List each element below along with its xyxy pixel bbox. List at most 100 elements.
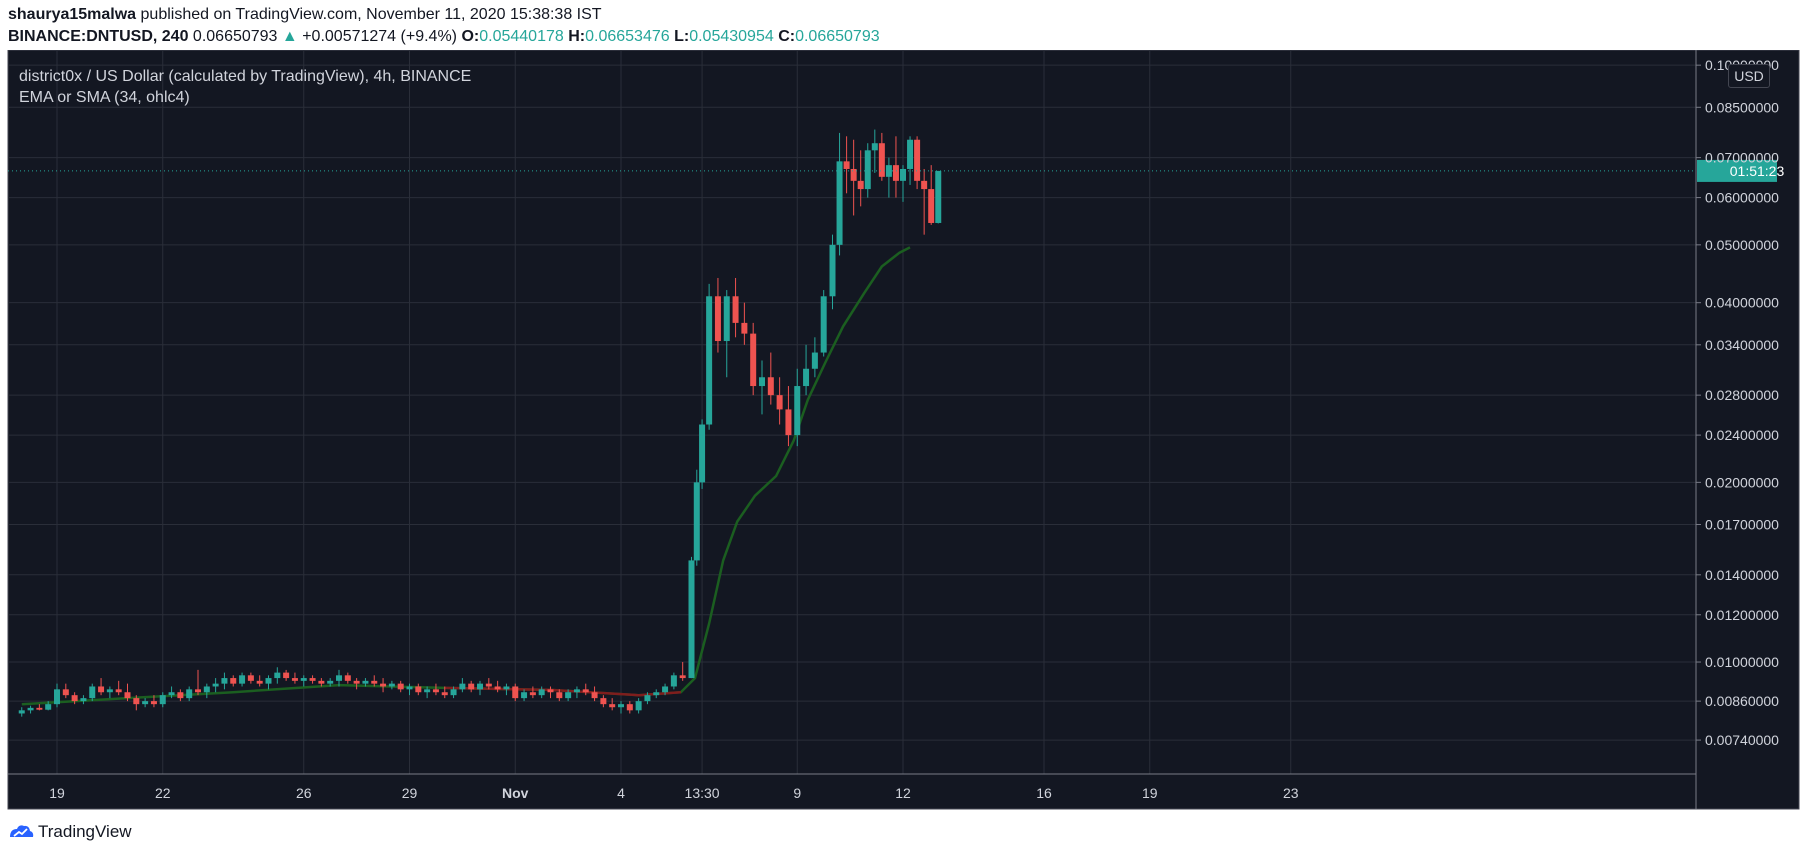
candle-body	[811, 352, 818, 369]
candle-down	[556, 689, 563, 702]
low-label: L:	[674, 28, 690, 45]
x-tick-label: 19	[1142, 785, 1158, 801]
candle-up	[820, 290, 827, 357]
candle-up	[186, 686, 193, 702]
candle-body	[362, 680, 369, 684]
candle-body	[468, 683, 475, 690]
candle-body	[432, 689, 439, 693]
candle-body	[177, 692, 184, 699]
candle-body	[89, 686, 96, 699]
candle-body	[741, 322, 748, 334]
candle-up	[54, 683, 60, 708]
candle-down	[283, 669, 290, 681]
candle-up	[45, 701, 52, 711]
candle-up	[829, 234, 836, 310]
current-price-marker	[8, 159, 1777, 182]
candle-up	[900, 165, 906, 202]
candle-body	[133, 698, 140, 705]
candle-up	[336, 669, 342, 687]
chart-area[interactable]: 0.100000000.085000000.070000000.06000000…	[0, 49, 1805, 810]
candle-up	[706, 283, 713, 430]
candle-body	[843, 161, 850, 169]
x-tick-label: Nov	[502, 785, 529, 801]
candle-up	[670, 672, 677, 690]
candle-down	[914, 136, 921, 190]
x-tick-label: 12	[895, 785, 911, 801]
candle-up	[168, 686, 175, 699]
candle-body	[80, 698, 87, 702]
candlestick-chart[interactable]: 0.100000000.085000000.070000000.06000000…	[0, 49, 1805, 810]
candle-down	[679, 662, 686, 681]
candle-body	[776, 395, 783, 410]
candle-up	[142, 698, 149, 708]
y-tick-label: 0.00860000	[1705, 693, 1779, 709]
time-axis[interactable]: 19 22 26 29 Nov 4 13:30 9 12 16 19 23	[49, 785, 1299, 801]
candle-body	[706, 296, 713, 425]
tradingview-brand[interactable]: TradingView	[8, 822, 132, 842]
candle-body	[767, 377, 774, 396]
candle-body	[300, 678, 307, 681]
candle-down	[230, 675, 237, 687]
candle-body	[494, 686, 501, 690]
candle-body	[662, 686, 669, 693]
candle-body	[142, 701, 149, 705]
author-name[interactable]: shaurya15malwa	[8, 6, 137, 23]
countdown-label: 01:51:23	[1730, 163, 1785, 179]
candle-body	[327, 680, 334, 684]
candle-series	[18, 129, 942, 717]
candle-down	[36, 704, 43, 711]
candle-up	[759, 360, 765, 415]
candle-down	[318, 678, 325, 687]
candle-down	[133, 695, 140, 711]
candle-body	[477, 683, 483, 690]
candle-up	[239, 672, 246, 687]
candle-body	[556, 692, 563, 699]
price-axis[interactable]: 0.100000000.085000000.070000000.06000000…	[1696, 57, 1779, 748]
x-tick-label: 16	[1036, 785, 1052, 801]
candle-down	[353, 678, 360, 690]
candle-body	[591, 692, 598, 699]
candle-down	[921, 168, 928, 235]
candle-body	[935, 170, 942, 223]
publish-line: shaurya15malwa published on TradingView.…	[8, 6, 602, 24]
legend-indicator[interactable]: EMA or SMA (34, ohlc4)	[19, 89, 190, 106]
candle-body	[521, 692, 528, 699]
candle-down	[62, 683, 69, 699]
candle-up	[836, 132, 843, 256]
candle-up	[693, 469, 700, 566]
candle-up	[106, 686, 113, 699]
y-tick-label: 0.02400000	[1705, 427, 1779, 443]
candle-body	[850, 168, 857, 181]
candle-body	[124, 692, 131, 699]
candle-body	[820, 296, 827, 353]
candle-up	[521, 689, 528, 702]
candle-body	[115, 689, 122, 693]
candle-down	[609, 698, 616, 711]
candle-down	[512, 683, 519, 702]
candle-up	[935, 170, 942, 224]
candle-down	[850, 139, 857, 216]
candle-down	[256, 675, 263, 687]
candle-body	[195, 689, 201, 693]
price-change: +0.00571274 (+9.4%)	[302, 28, 457, 45]
candle-body	[573, 689, 580, 693]
candle-up	[89, 683, 96, 702]
x-tick-label: 26	[296, 785, 312, 801]
candle-down	[843, 136, 850, 194]
candle-body	[380, 683, 387, 687]
candle-up	[573, 686, 580, 699]
high-label: H:	[568, 28, 586, 45]
candle-up	[811, 337, 818, 378]
x-tick-label: 22	[155, 785, 171, 801]
candle-body	[644, 695, 651, 702]
candle-body	[459, 683, 466, 690]
candle-up	[538, 686, 545, 699]
candle-body	[892, 165, 899, 181]
candle-down	[150, 695, 157, 708]
candle-down	[247, 672, 254, 684]
candle-up	[300, 675, 307, 687]
candle-body	[503, 686, 510, 690]
candle-body	[600, 698, 607, 705]
currency-button[interactable]: USD	[1728, 64, 1770, 88]
high-value: 0.06653476	[585, 28, 670, 45]
